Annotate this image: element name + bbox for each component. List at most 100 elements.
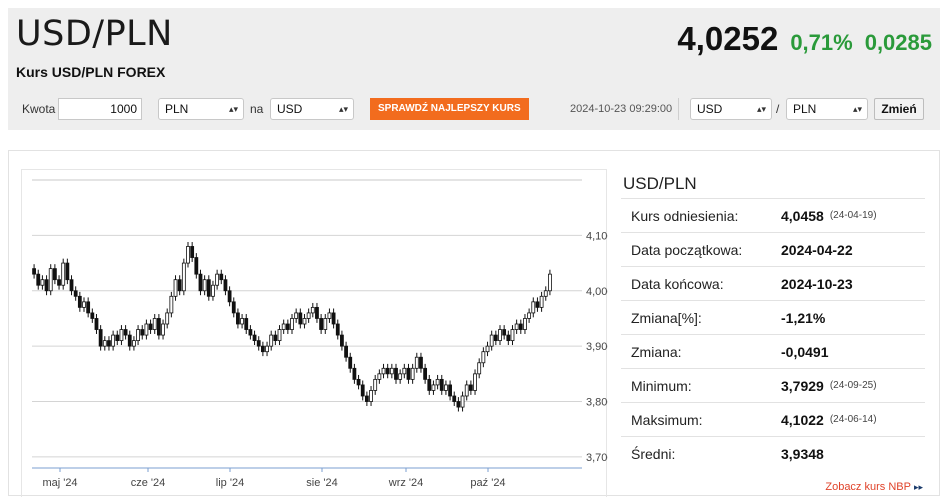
candle-body	[473, 373, 477, 391]
candle-body	[98, 329, 103, 347]
candle-body	[231, 301, 236, 314]
stat-value: 3,7929	[781, 377, 824, 394]
candle-body	[493, 334, 498, 342]
y-tick-label: 3,7000	[586, 452, 608, 464]
candle-body	[132, 340, 136, 347]
candle-body	[177, 279, 182, 292]
candle-body	[227, 290, 232, 303]
candle-body	[419, 356, 423, 369]
to-currency-select[interactable]: USD ▴▾	[270, 98, 354, 120]
stat-value: 3,9348	[781, 446, 824, 462]
candle-body	[394, 367, 398, 380]
candle-body	[240, 318, 244, 325]
stats-title: USD/PLN	[621, 173, 925, 199]
candle-body	[518, 323, 523, 330]
candle-body	[152, 318, 157, 330]
candle-body	[427, 378, 432, 391]
candle-body	[548, 273, 552, 292]
candle-body	[173, 279, 178, 297]
base-currency-select[interactable]: USD ▴▾	[690, 98, 772, 120]
candle-body	[389, 367, 394, 375]
best-rate-button[interactable]: SPRAWDŹ NAJLEPSZY KURS	[370, 98, 529, 120]
change-absolute: 0,0285	[864, 30, 932, 55]
candle-body	[215, 273, 220, 286]
y-tick-label: 4,0000	[586, 286, 608, 298]
candle-body	[285, 323, 290, 330]
select-arrows-icon: ▴▾	[756, 104, 766, 114]
stat-label: Kurs odniesienia:	[631, 207, 739, 224]
to-currency-value: USD	[277, 102, 303, 116]
price-chart[interactable]: 4,1000 4,0000 3,9000 3,8000 3,7000 maj '24 cze…	[21, 169, 608, 497]
candle-body	[136, 329, 140, 342]
candle-body	[194, 257, 199, 275]
candle-body	[344, 345, 348, 358]
candle-body	[331, 312, 336, 325]
candle-body	[265, 345, 269, 353]
candle-body	[252, 334, 257, 342]
candle-body	[360, 384, 365, 397]
candle-body	[439, 378, 444, 391]
stat-value: 2024-04-22	[781, 241, 853, 258]
candle-body	[115, 334, 120, 342]
candle-body	[198, 273, 203, 292]
candle-body	[356, 378, 361, 386]
base-currency-value: USD	[697, 102, 723, 116]
candle-body	[48, 268, 53, 292]
stat-date: (24-04-19)	[829, 210, 877, 221]
candle-body	[543, 290, 548, 297]
divider	[678, 98, 679, 120]
page-title: USD/PLN	[16, 14, 173, 54]
candle-body	[190, 246, 195, 258]
candle-body	[223, 279, 228, 292]
change-pair-button[interactable]: Zmień	[874, 98, 924, 120]
x-tick-label: lip '24	[216, 477, 244, 489]
x-tick-label: cze '24	[131, 477, 166, 489]
candle-body	[444, 384, 448, 391]
stat-value: 4,0458	[781, 207, 824, 224]
candle-body	[86, 301, 91, 314]
amount-label: Kwota	[22, 102, 56, 116]
stat-row: Kurs odniesienia: 4,0458 (24-04-19)	[621, 199, 925, 233]
y-tick-label: 3,8000	[586, 397, 608, 409]
quote-currency-select[interactable]: PLN ▴▾	[786, 98, 868, 120]
y-tick-label: 3,9000	[586, 341, 608, 353]
candle-body	[406, 367, 411, 380]
candle-body	[315, 306, 319, 319]
candle-body	[32, 268, 36, 275]
candle-body	[161, 323, 165, 336]
nbp-link-label: Zobacz kurs NBP	[825, 481, 911, 493]
candle-body	[219, 273, 224, 281]
candle-body	[485, 345, 490, 353]
change-percent: 0,71%	[790, 30, 853, 55]
nbp-rate-link[interactable]: Zobacz kurs NBP ▸▸	[825, 481, 923, 493]
candle-body	[302, 318, 307, 325]
stat-row: Średni: 3,9348	[621, 437, 925, 471]
chart-panel: 4,1000 4,0000 3,9000 3,8000 3,7000 maj '24 cze…	[8, 150, 940, 497]
candle-body	[327, 312, 332, 319]
candle-body	[435, 378, 440, 386]
candle-body	[44, 279, 49, 292]
candle-body	[335, 323, 340, 336]
candle-body	[69, 279, 74, 292]
candle-body	[107, 340, 111, 347]
stat-label: Minimum:	[631, 377, 692, 394]
candle-body	[148, 323, 153, 330]
candle-body	[90, 312, 95, 319]
pair-separator: /	[776, 102, 780, 116]
stat-row: Zmiana: -0,0491	[621, 335, 925, 369]
candle-body	[431, 384, 436, 391]
candle-body	[402, 367, 407, 375]
candle-body	[539, 295, 544, 308]
candle-body	[111, 334, 116, 347]
candle-body	[481, 351, 486, 364]
candle-body	[510, 329, 515, 342]
stat-label: Data początkowa:	[631, 241, 743, 258]
from-currency-select[interactable]: PLN ▴▾	[158, 98, 244, 120]
current-price: 4,0252	[677, 20, 779, 57]
candle-body	[211, 284, 215, 297]
candle-body	[369, 390, 373, 402]
candle-body	[82, 301, 86, 308]
amount-input[interactable]: 1000	[58, 98, 142, 120]
candle-body	[273, 334, 278, 342]
select-arrows-icon: ▴▾	[852, 104, 862, 114]
